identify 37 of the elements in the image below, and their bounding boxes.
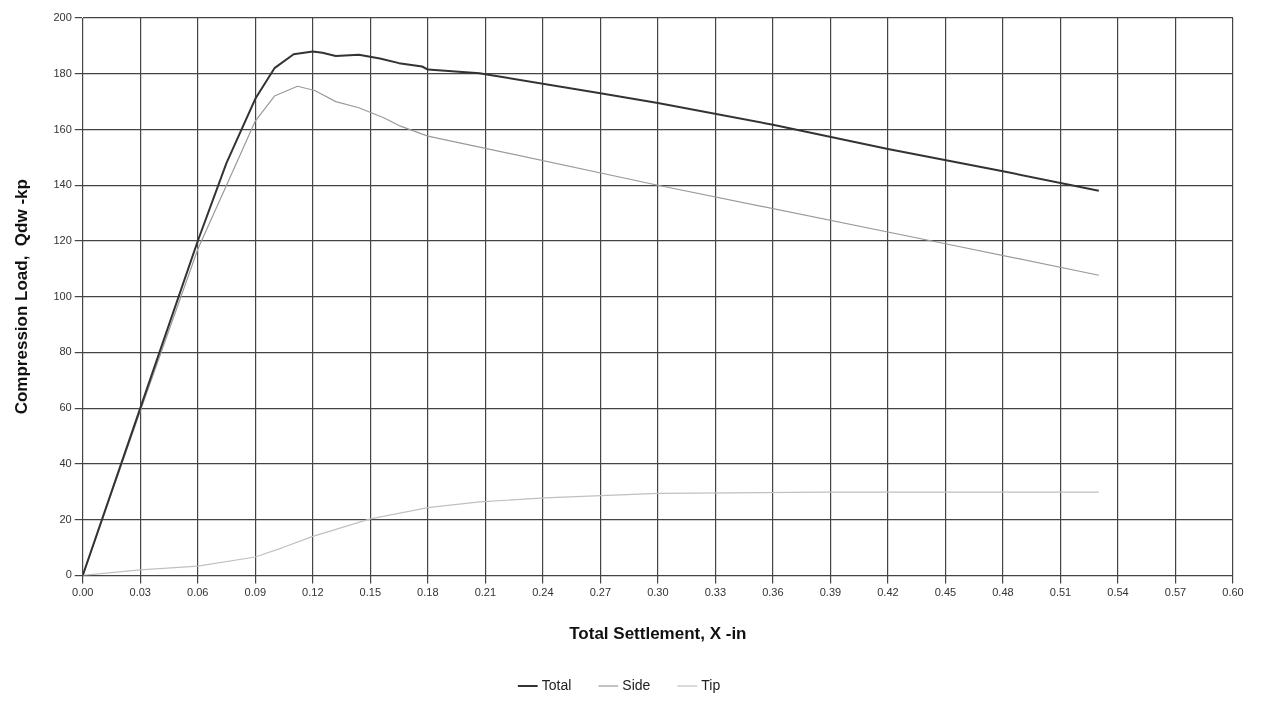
x-tick-label: 0.51 xyxy=(1049,586,1072,599)
x-tick-label: 0.33 xyxy=(704,586,727,599)
x-tick-label: 0.00 xyxy=(72,586,94,599)
x-tick-label: 0.24 xyxy=(532,586,554,599)
y-tick-label: 120 xyxy=(53,233,72,246)
y-tick-label: 20 xyxy=(59,512,72,525)
x-tick-label: 0.15 xyxy=(359,586,382,599)
y-tick-label: 160 xyxy=(53,122,72,135)
y-tick-label: 180 xyxy=(53,66,72,79)
x-tick-label: 0.39 xyxy=(819,586,842,599)
x-tick-label: 0.36 xyxy=(762,586,784,599)
y-tick-label: 60 xyxy=(59,401,72,414)
x-tick-label: 0.06 xyxy=(187,586,209,599)
y-axis-title: Compression Load, Qdw -kp xyxy=(11,179,31,415)
y-tick-label: 0 xyxy=(65,568,72,581)
x-tick-label: 0.57 xyxy=(1164,586,1187,599)
legend-label: Tip xyxy=(701,676,721,693)
x-tick-label: 0.48 xyxy=(992,586,1014,599)
x-tick-label: 0.60 xyxy=(1222,586,1244,599)
legend-label: Total xyxy=(541,676,572,693)
x-tick-label: 0.30 xyxy=(647,586,669,599)
x-tick-label: 0.09 xyxy=(244,586,266,599)
y-tick-label: 40 xyxy=(59,456,72,469)
y-tick-label: 200 xyxy=(53,11,72,24)
y-tick-label: 140 xyxy=(53,178,72,191)
x-tick-label: 0.03 xyxy=(129,586,151,599)
x-tick-label: 0.18 xyxy=(417,586,439,599)
x-tick-label: 0.21 xyxy=(474,586,497,599)
x-tick-label: 0.42 xyxy=(877,586,899,599)
x-tick-label: 0.54 xyxy=(1107,586,1129,599)
x-tick-label: 0.45 xyxy=(934,586,957,599)
x-tick-label: 0.12 xyxy=(302,586,324,599)
x-axis-title: Total Settlement, X -in xyxy=(569,624,747,644)
y-tick-label: 80 xyxy=(59,345,72,358)
x-tick-label: 0.27 xyxy=(589,586,612,599)
legend-label: Side xyxy=(622,676,651,693)
y-tick-label: 100 xyxy=(53,289,72,302)
